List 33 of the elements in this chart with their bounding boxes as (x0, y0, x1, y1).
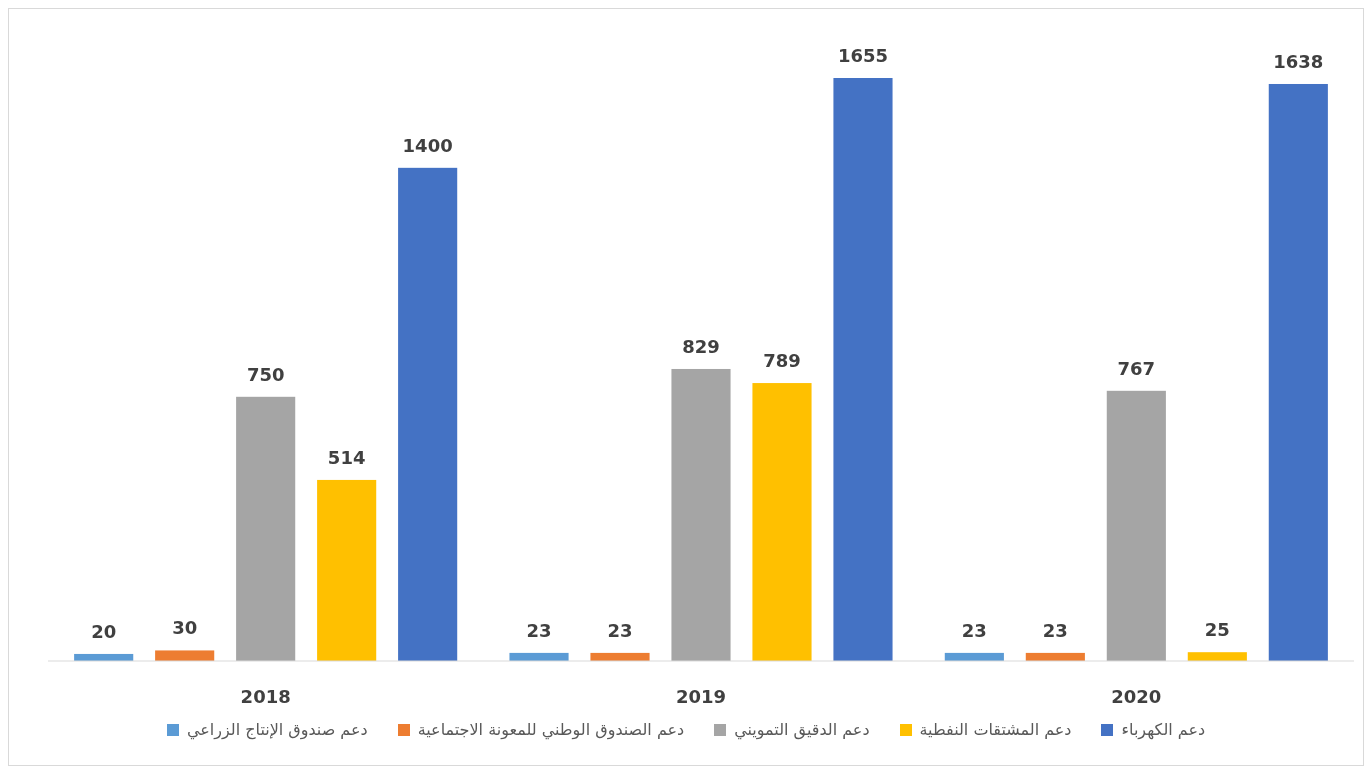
x-tick-label: 2019 (675, 686, 727, 707)
bar (398, 167, 458, 661)
bar (671, 368, 731, 661)
legend-label: دعم الكهرباء (1121, 720, 1206, 739)
data-label: 25 (1204, 619, 1230, 641)
legend-label: دعم صندوق الإنتاج الزراعي (186, 720, 368, 739)
x-tick-label: 2020 (1111, 686, 1162, 707)
legend-label: دعم المشتقات النفطية (919, 720, 1072, 739)
bar (752, 383, 812, 661)
bar (236, 396, 296, 661)
legend-label: دعم الصندوق الوطني للمعونة الاجتماعية (417, 720, 685, 739)
data-label: 514 (327, 446, 366, 468)
data-label: 829 (682, 335, 720, 357)
bar (1106, 390, 1166, 661)
data-label: 767 (1117, 357, 1156, 379)
data-label: 1638 (1273, 50, 1324, 72)
data-label: 1400 (402, 134, 453, 156)
data-label: 20 (91, 620, 117, 642)
data-label: 23 (526, 619, 552, 641)
data-label: 750 (246, 363, 285, 385)
bar (833, 78, 893, 661)
data-label: 1655 (837, 45, 889, 66)
legend-label: دعم الدقيق التمويني (734, 720, 870, 739)
x-tick-label: 2018 (240, 686, 291, 707)
bar (317, 479, 377, 661)
bar (155, 650, 215, 661)
bar (1187, 652, 1247, 661)
data-label: 23 (607, 619, 633, 641)
data-label: 23 (1042, 619, 1068, 641)
data-label: 789 (763, 350, 801, 372)
data-label: 23 (961, 619, 987, 641)
bar (1268, 83, 1328, 661)
data-label: 30 (172, 617, 198, 639)
